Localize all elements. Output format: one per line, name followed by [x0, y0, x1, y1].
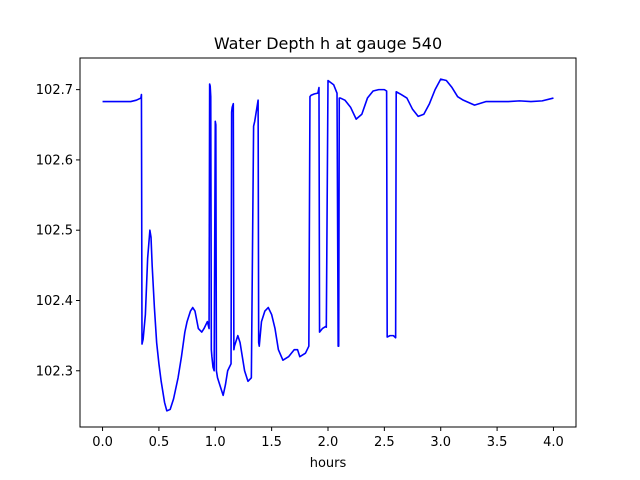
x-tick-label: 2.0 — [318, 435, 339, 450]
y-tick-label: 102.3 — [36, 364, 73, 379]
y-tick-label: 102.5 — [36, 224, 73, 239]
y-tick-label: 102.7 — [36, 83, 73, 98]
x-tick-label: 0.0 — [92, 435, 113, 450]
y-tick-label: 102.6 — [36, 153, 73, 168]
x-tick-label: 4.0 — [543, 435, 564, 450]
x-tick-label: 2.5 — [374, 435, 395, 450]
plot-area — [102, 78, 554, 412]
series-line-0 — [102, 78, 554, 412]
x-tick-label: 3.5 — [487, 435, 508, 450]
x-tick-label: 0.5 — [149, 435, 170, 450]
x-axis-label: hours — [310, 456, 347, 471]
x-tick-label: 3.0 — [430, 435, 451, 450]
x-tick-label: 1.0 — [205, 435, 226, 450]
chart-title: Water Depth h at gauge 540 — [214, 34, 442, 53]
axes: 0.0 0.5 1.0 1.5 2.0 2.5 3.0 3.5 4.0 102.3 102.4 102… — [36, 57, 577, 450]
y-tick-label: 102.4 — [36, 294, 73, 309]
x-tick-label: 1.5 — [261, 435, 282, 450]
